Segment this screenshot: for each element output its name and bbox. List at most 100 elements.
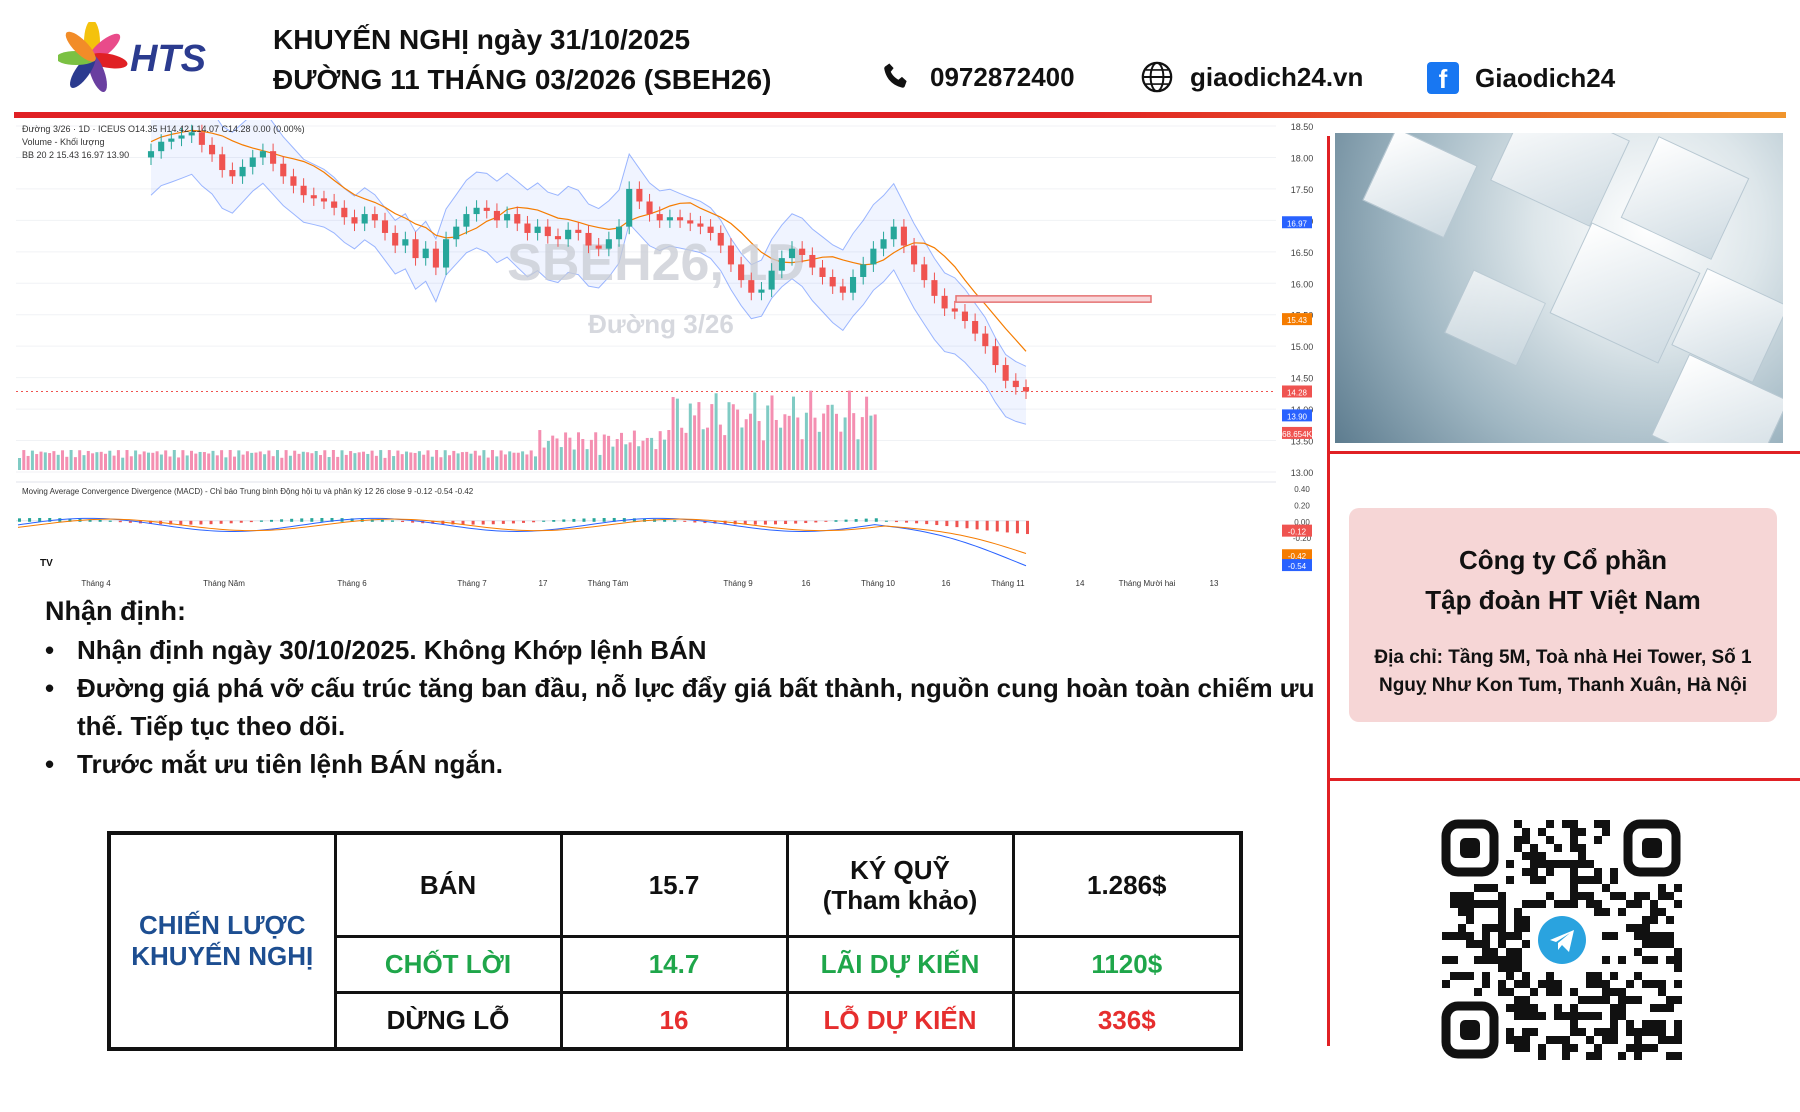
- qr-module: [1674, 1052, 1682, 1060]
- facebook-contact[interactable]: f Giaodich24: [1427, 62, 1615, 94]
- macd-histogram-bar: [501, 520, 505, 524]
- qr-module: [1514, 844, 1522, 852]
- volume-bar: [396, 450, 400, 470]
- x-tick-label: Tháng 9: [723, 579, 753, 588]
- volume-bar: [749, 413, 752, 470]
- volume-bar: [417, 451, 421, 470]
- qr-module: [1658, 1004, 1666, 1012]
- qr-module: [1634, 1044, 1642, 1052]
- volume-bar: [835, 413, 838, 470]
- candle-body: [575, 229, 582, 233]
- x-tick-label: Tháng 11: [991, 579, 1025, 588]
- volume-bar: [370, 450, 374, 470]
- macd-histogram-bar: [189, 520, 193, 525]
- macd-histogram-bar: [380, 519, 384, 522]
- qr-module: [1562, 820, 1570, 828]
- volume-bar: [82, 455, 86, 470]
- volume-bar: [297, 453, 301, 470]
- website-contact[interactable]: giaodich24.vn: [1140, 60, 1363, 94]
- volume-bar: [680, 427, 684, 470]
- volume-bar: [387, 450, 391, 470]
- macd-histogram-bar: [945, 520, 949, 527]
- qr-module: [1634, 996, 1642, 1004]
- candle-body: [646, 201, 653, 215]
- qr-module: [1602, 996, 1610, 1004]
- qr-module: [1650, 1028, 1658, 1036]
- volume-bar: [413, 452, 417, 470]
- qr-module: [1538, 828, 1546, 836]
- macd-histogram-bar: [1005, 520, 1009, 533]
- macd-signal-line: [17, 518, 1027, 555]
- macd-histogram-bar: [935, 520, 939, 526]
- macd-tick-label: -0.20: [1293, 534, 1312, 543]
- qr-module: [1498, 908, 1506, 916]
- qr-module: [1570, 860, 1578, 868]
- volume-bar: [155, 451, 159, 470]
- macd-histogram-bar: [844, 519, 848, 522]
- volume-bar: [538, 430, 542, 470]
- qr-module: [1618, 1052, 1626, 1060]
- qr-module: [1482, 900, 1490, 908]
- bollinger-upper-line: [217, 120, 1027, 367]
- candle-body: [738, 264, 745, 281]
- qr-module: [1594, 900, 1602, 908]
- qr-module: [1450, 932, 1458, 940]
- analysis-bullet-text: Đường giá phá vỡ cấu trúc tăng ban đầu, …: [77, 673, 1315, 741]
- volume-bar: [637, 446, 641, 470]
- macd-histogram-bar: [179, 520, 183, 525]
- volume-bar: [757, 421, 761, 470]
- volume-bar: [134, 450, 138, 470]
- candle-body: [422, 248, 429, 259]
- qr-module: [1442, 932, 1450, 940]
- volume-bar: [658, 431, 662, 470]
- volume-bar: [624, 444, 628, 470]
- qr-module: [1474, 900, 1482, 908]
- telegram-qr-code[interactable]: [1440, 818, 1684, 1060]
- macd-histogram-bar: [411, 520, 415, 523]
- candle-body: [320, 198, 328, 202]
- volume-bar: [800, 439, 804, 470]
- qr-module: [1514, 924, 1522, 932]
- candle-body: [961, 311, 969, 322]
- macd-histogram-bar: [239, 520, 243, 523]
- qr-module: [1594, 1044, 1602, 1052]
- qr-module: [1546, 860, 1554, 868]
- candle-body: [290, 176, 297, 186]
- qr-module: [1602, 988, 1610, 996]
- qr-module: [1506, 988, 1514, 996]
- qr-module: [1570, 1020, 1578, 1028]
- qr-module: [1538, 1012, 1546, 1020]
- qr-module: [1602, 956, 1610, 964]
- phone-contact[interactable]: 0972872400: [880, 60, 1075, 94]
- qr-module: [1530, 852, 1538, 860]
- volume-bar: [723, 435, 727, 470]
- qr-module: [1522, 916, 1530, 924]
- qr-module: [1570, 1012, 1578, 1020]
- qr-module: [1530, 1004, 1538, 1012]
- macd-histogram-bar: [774, 520, 777, 525]
- qr-module: [1466, 892, 1474, 900]
- qr-module: [1506, 964, 1514, 972]
- candle-body: [595, 245, 602, 249]
- price-chart[interactable]: 18.5018.0017.5017.0016.5016.0015.5015.00…: [16, 120, 1320, 590]
- candle-body: [229, 170, 236, 177]
- qr-module: [1594, 876, 1602, 884]
- qr-module: [1626, 1028, 1634, 1036]
- macd-histogram-bar: [280, 519, 284, 522]
- qr-module: [1578, 996, 1586, 1004]
- qr-module: [1578, 892, 1586, 900]
- volume-bar: [228, 450, 232, 470]
- price-tag-label: 68.654K: [1282, 430, 1312, 439]
- brand-name: HTS: [130, 38, 206, 80]
- volume-bar: [69, 450, 73, 470]
- volume-bar: [736, 409, 740, 470]
- page-title: KHUYẾN NGHỊ ngày 31/10/2025: [273, 24, 691, 55]
- qr-module: [1530, 1012, 1538, 1020]
- qr-module: [1562, 860, 1570, 868]
- qr-module: [1570, 900, 1578, 908]
- macd-histogram-bar: [592, 518, 596, 522]
- volume-bar: [869, 415, 873, 470]
- qr-module: [1530, 1028, 1538, 1036]
- qr-module: [1570, 884, 1578, 892]
- macd-histogram-bar: [995, 520, 999, 532]
